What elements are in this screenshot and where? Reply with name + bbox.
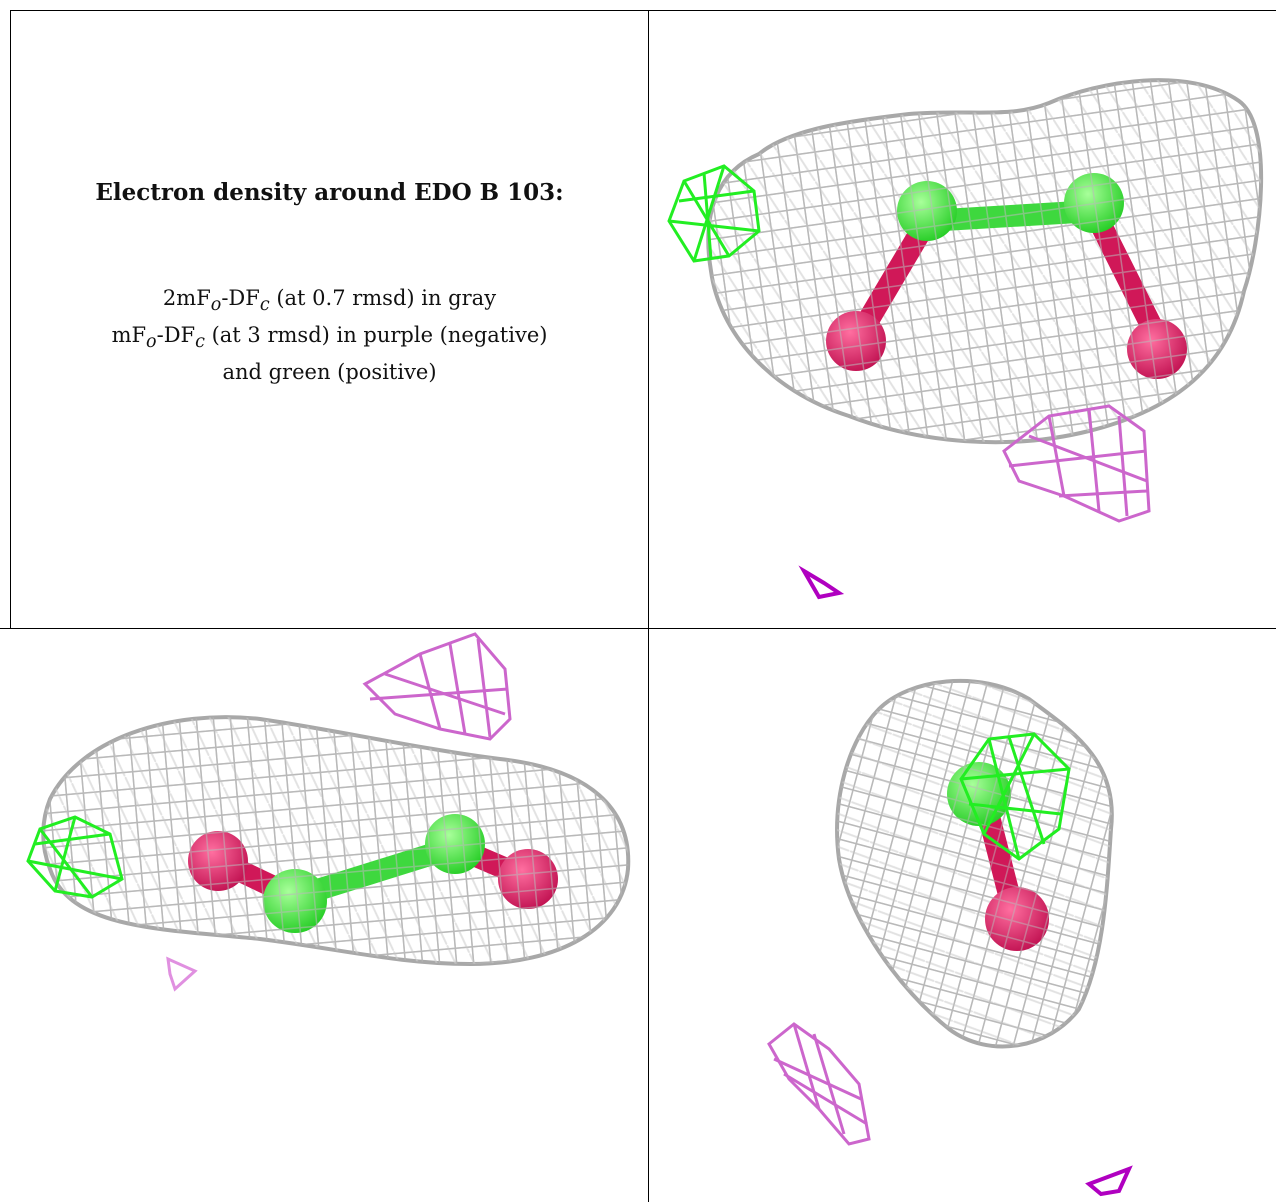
negative-density-fragment (1085, 1165, 1133, 1197)
density-view-2 (0, 629, 648, 1202)
border-top (10, 10, 1276, 11)
negative-density-fragment (798, 565, 845, 600)
legend-line-1: 2mFo-DFc (at 0.7 rmsd) in gray (162, 286, 497, 316)
density-view-1 (649, 11, 1276, 628)
border-left (10, 10, 11, 629)
divider-vertical (648, 10, 649, 1202)
negative-density-blob (1002, 404, 1151, 523)
negative-density-fragment (166, 956, 198, 992)
negative-density-blob (362, 632, 512, 741)
legend-line-2: mFo-DFc (at 3 rmsd) in purple (negative) (111, 323, 548, 353)
positive-density-blob (959, 732, 1071, 861)
legend-line-3: and green (positive) (222, 360, 437, 385)
negative-density-blob (767, 1022, 871, 1146)
positive-density-blob (667, 164, 761, 263)
caption-cell: Electron density around EDO B 103: 2mFo-… (11, 11, 648, 628)
figure-title: Electron density around EDO B 103: (95, 179, 564, 206)
density-view-3 (649, 629, 1276, 1202)
divider-horizontal (0, 628, 1276, 629)
positive-density-blob (26, 815, 124, 899)
figure-legend: 2mFo-DFc (at 0.7 rmsd) in gray mFo-DFc (… (11, 283, 648, 387)
